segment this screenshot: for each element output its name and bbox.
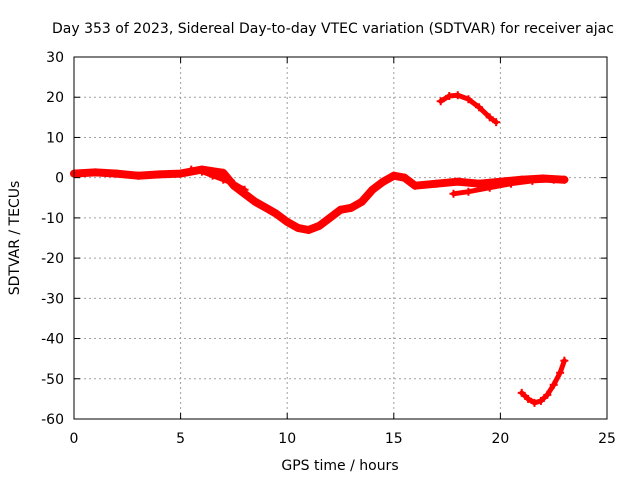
data-point	[432, 179, 441, 188]
data-point	[464, 95, 473, 104]
y-tick-label: -30	[41, 291, 64, 307]
data-point	[389, 171, 398, 180]
data-point	[347, 203, 356, 212]
chart-title: Day 353 of 2023, Sidereal Day-to-day VTE…	[52, 21, 614, 37]
data-point	[485, 183, 494, 192]
series-main-band	[70, 165, 569, 234]
data-point	[176, 169, 185, 178]
data-point	[453, 177, 462, 186]
data-point	[315, 221, 324, 230]
y-tick-label: 0	[55, 171, 64, 187]
x-tick-label: 15	[385, 431, 403, 447]
data-point	[524, 394, 533, 403]
x-tick-label: 5	[176, 431, 185, 447]
y-tick-label: -10	[41, 211, 64, 227]
data-point	[464, 187, 473, 196]
data-point	[549, 380, 558, 389]
data-point	[436, 97, 445, 106]
data-point	[530, 398, 539, 407]
y-tick-label: -40	[41, 332, 64, 348]
data-point	[411, 181, 420, 190]
data-point	[475, 179, 484, 188]
data-point	[379, 177, 388, 186]
x-tick-label: 20	[491, 431, 509, 447]
data-point	[556, 368, 565, 377]
data-point	[449, 189, 458, 198]
data-point	[336, 205, 345, 214]
data-point	[293, 223, 302, 232]
data-point	[91, 168, 100, 177]
data-point	[219, 175, 228, 184]
data-point	[445, 92, 454, 101]
data-point	[517, 388, 526, 397]
data-point	[251, 197, 260, 206]
y-tick-label: 10	[46, 130, 64, 146]
data-point	[475, 103, 484, 112]
data-point	[187, 165, 196, 174]
y-tick-label: 20	[46, 90, 64, 106]
data-point	[528, 176, 537, 185]
data-point	[304, 225, 313, 234]
y-axis-label: SDTVAR / TECUs	[7, 181, 23, 296]
data-point	[325, 213, 334, 222]
data-point	[112, 169, 121, 178]
data-point	[507, 179, 516, 188]
y-tick-label: -20	[41, 251, 64, 267]
data-point	[283, 217, 292, 226]
y-tick-label: 30	[46, 50, 64, 66]
data-point	[155, 170, 164, 179]
data-point	[219, 168, 228, 177]
x-tick-label: 25	[598, 431, 616, 447]
data-point	[272, 209, 281, 218]
data-point	[560, 175, 569, 184]
grid-lines	[74, 57, 607, 419]
data-point	[485, 113, 494, 122]
tick-labels: 0 5 10 15 20 25 -60 -50 -40 -30 -20 -10 0 10 20 30	[41, 50, 616, 447]
data-point	[543, 390, 552, 399]
data-point	[492, 118, 501, 127]
x-axis-label: GPS time / hours	[281, 458, 398, 474]
data-point	[197, 167, 206, 176]
data-point	[357, 197, 366, 206]
data-point	[549, 175, 558, 184]
data-point	[261, 203, 270, 212]
data-point	[536, 396, 545, 405]
data-point	[453, 91, 462, 100]
data-point	[229, 179, 238, 188]
plot-frame	[73, 56, 608, 420]
y-tick-label: -50	[41, 372, 64, 388]
data-point	[368, 185, 377, 194]
x-tick-label: 10	[278, 431, 296, 447]
data-point	[208, 171, 217, 180]
axis-ticks	[73, 56, 608, 420]
data-point	[560, 356, 569, 365]
y-tick-label: -60	[41, 412, 64, 428]
data-point	[400, 173, 409, 182]
data-point	[240, 185, 249, 194]
x-tick-label: 0	[70, 431, 79, 447]
data-series	[70, 91, 569, 407]
data-point	[133, 171, 142, 180]
